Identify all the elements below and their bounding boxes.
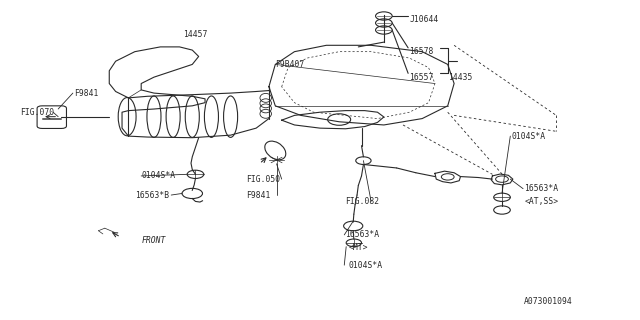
Text: 14457: 14457: [182, 30, 207, 39]
Text: 0104S*A: 0104S*A: [141, 172, 175, 180]
Text: FIG.082: FIG.082: [346, 197, 380, 206]
Text: <AT,SS>: <AT,SS>: [524, 197, 559, 206]
Text: 16563*A: 16563*A: [524, 184, 559, 193]
FancyBboxPatch shape: [37, 106, 67, 128]
Text: 0104S*A: 0104S*A: [511, 132, 546, 140]
Text: A073001094: A073001094: [524, 297, 573, 306]
Text: FRONT: FRONT: [141, 236, 166, 245]
Text: F9B407: F9B407: [275, 60, 305, 69]
Text: 16563*A: 16563*A: [346, 230, 380, 239]
Text: J10644: J10644: [410, 15, 438, 24]
Text: 16563*B: 16563*B: [135, 190, 169, 200]
Text: 14435: 14435: [448, 73, 472, 82]
Text: FIG.050: FIG.050: [246, 175, 281, 184]
Text: <MT>: <MT>: [349, 243, 368, 252]
Text: F9841: F9841: [246, 190, 271, 200]
Text: 16557: 16557: [410, 73, 434, 82]
Text: 16578: 16578: [410, 47, 434, 56]
Text: FIG.070: FIG.070: [20, 108, 54, 117]
Text: 0104S*A: 0104S*A: [349, 261, 383, 270]
Text: F9841: F9841: [74, 89, 99, 98]
